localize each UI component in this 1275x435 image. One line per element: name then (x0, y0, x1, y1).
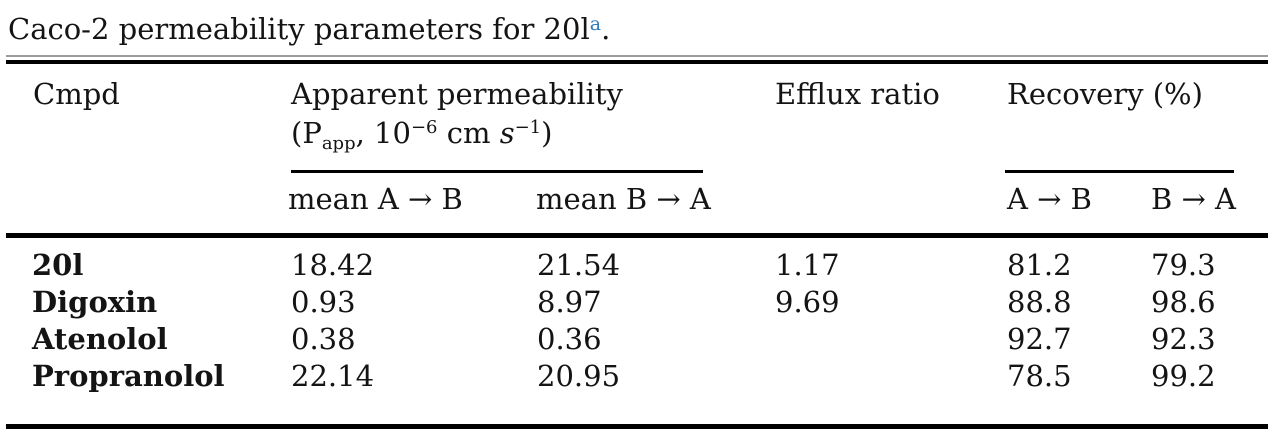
recovery-a-to-b-value: 92.7 (1007, 322, 1072, 356)
recovery-b-to-a-value: 98.6 (1151, 285, 1216, 319)
efflux-ratio-value: 1.17 (775, 248, 840, 282)
subheader-recovery-a-to-b: A → B (1007, 182, 1092, 216)
compound-name: Propranolol (32, 359, 225, 393)
header-body-rule (6, 233, 1268, 238)
recovery-b-to-a-value: 79.3 (1151, 248, 1216, 282)
compound-name: 20l (32, 248, 84, 282)
table-caption-text: Caco-2 permeability parameters for 20l (8, 12, 590, 46)
col-header-recovery: Recovery (%) (1007, 77, 1203, 111)
recovery-cline (1005, 170, 1234, 173)
table-row: Propranolol 22.14 20.95 78.5 99.2 (0, 357, 1275, 395)
table-top-rule (6, 60, 1268, 64)
apparent-permeability-units: (Papp, 10−6 cm s−1) (291, 116, 553, 154)
subheader-mean-b-to-a: mean B → A (536, 182, 711, 216)
apparent-permeability-cline (291, 170, 703, 173)
mean-a-to-b-value: 0.38 (291, 322, 356, 356)
footnote-marker-link[interactable]: a (589, 13, 602, 35)
table-row: 20l 18.42 21.54 1.17 81.2 79.3 (0, 246, 1275, 284)
caption-divider-rule (6, 55, 1268, 57)
caption-period: . (601, 12, 611, 46)
recovery-a-to-b-value: 81.2 (1007, 248, 1072, 282)
subheader-recovery-b-to-a: B → A (1151, 182, 1236, 216)
col-header-apparent-permeability: Apparent permeability (Papp, 10−6 cm s−1… (291, 77, 623, 161)
recovery-a-to-b-value: 78.5 (1007, 359, 1072, 393)
mean-b-to-a-value: 0.36 (537, 322, 602, 356)
table-row: Digoxin 0.93 8.97 9.69 88.8 98.6 (0, 283, 1275, 321)
recovery-b-to-a-value: 99.2 (1151, 359, 1216, 393)
mean-b-to-a-value: 20.95 (537, 359, 621, 393)
table-row: Atenolol 0.38 0.36 92.7 92.3 (0, 320, 1275, 358)
subheader-mean-a-to-b: mean A → B (288, 182, 463, 216)
apparent-permeability-label: Apparent permeability (291, 77, 623, 111)
table-caption: Caco-2 permeability parameters for 20la. (8, 3, 610, 50)
efflux-ratio-value: 9.69 (775, 285, 840, 319)
col-header-efflux-ratio: Efflux ratio (775, 77, 940, 111)
recovery-b-to-a-value: 92.3 (1151, 322, 1216, 356)
table-bottom-rule (6, 424, 1268, 429)
mean-b-to-a-value: 8.97 (537, 285, 602, 319)
recovery-a-to-b-value: 88.8 (1007, 285, 1072, 319)
mean-a-to-b-value: 0.93 (291, 285, 356, 319)
col-header-cmpd: Cmpd (33, 77, 120, 111)
compound-name: Atenolol (32, 322, 168, 356)
compound-name: Digoxin (32, 285, 158, 319)
mean-a-to-b-value: 18.42 (291, 248, 375, 282)
mean-a-to-b-value: 22.14 (291, 359, 375, 393)
mean-b-to-a-value: 21.54 (537, 248, 621, 282)
